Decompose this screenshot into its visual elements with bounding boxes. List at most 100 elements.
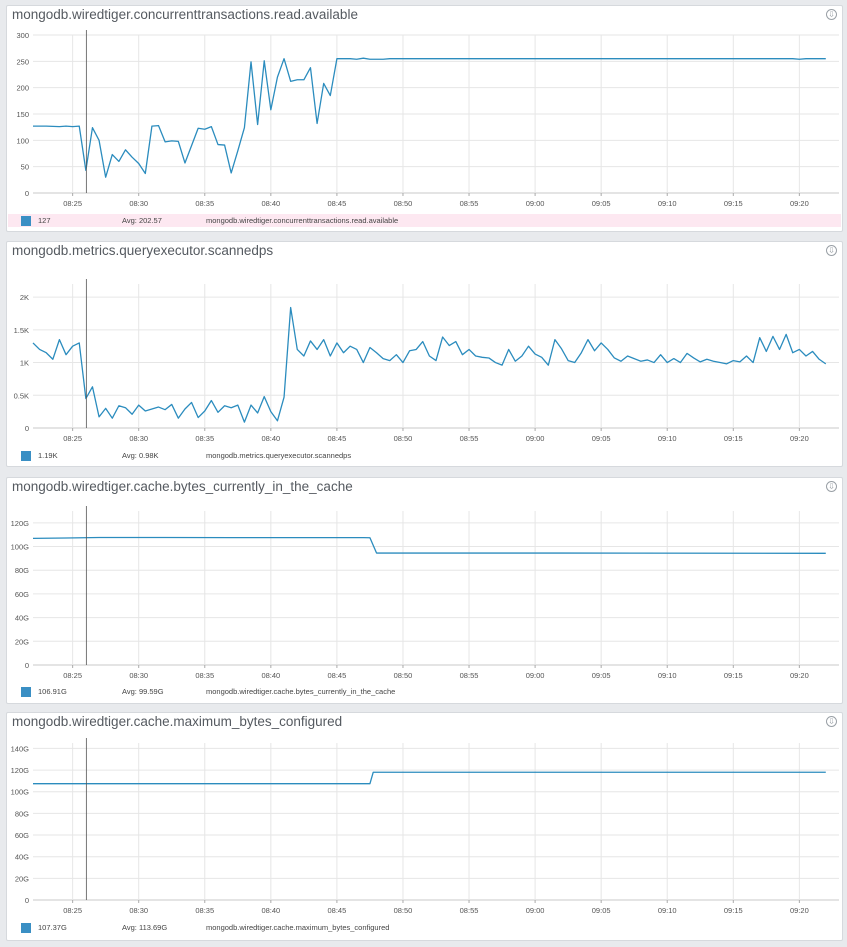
y-tick-label: 40G xyxy=(15,853,29,862)
x-tick-label: 09:05 xyxy=(592,671,611,680)
legend-value: 106.91G xyxy=(38,687,67,696)
y-tick-label: 200 xyxy=(16,84,29,93)
chart-legend[interactable]: 127 Avg: 202.57 mongodb.wiredtiger.concu… xyxy=(8,214,841,227)
legend-swatch xyxy=(21,687,31,697)
legend-value: 107.37G xyxy=(38,923,67,932)
x-tick-label: 08:55 xyxy=(460,199,479,208)
x-tick-label: 08:45 xyxy=(328,434,347,443)
y-tick-label: 120G xyxy=(11,766,30,775)
legend-series-name: mongodb.wiredtiger.cache.bytes_currently… xyxy=(206,687,396,696)
y-tick-label: 50 xyxy=(21,163,29,172)
x-tick-label: 08:40 xyxy=(261,434,280,443)
x-tick-label: 09:10 xyxy=(658,671,677,680)
legend-swatch xyxy=(21,216,31,226)
x-tick-label: 08:40 xyxy=(261,906,280,915)
chart-panel-max-bytes: mongodb.wiredtiger.cache.maximum_bytes_c… xyxy=(6,712,843,941)
legend-avg: Avg: 113.69G xyxy=(122,923,168,932)
series-line xyxy=(33,57,826,178)
chart-title: mongodb.wiredtiger.concurrenttransaction… xyxy=(12,7,358,22)
chart-plot[interactable]: 0 50 100 150 200 250 300 08:25 08:30 08:35 08:40 08… xyxy=(7,6,844,214)
x-tick-label: 08:25 xyxy=(63,906,82,915)
chart-plot[interactable]: 0 0.5K 1K 1.5K 2K 08:25 08:30 08:35 08:40 08:45 08… xyxy=(7,242,844,450)
x-tick-label: 08:25 xyxy=(63,199,82,208)
x-tick-label: 08:35 xyxy=(195,671,214,680)
x-tick-label: 09:20 xyxy=(790,199,809,208)
x-tick-label: 09:15 xyxy=(724,199,743,208)
chart-plot[interactable]: 0 20G 40G 60G 80G 100G 120G 140G 08:25 08:30 08:35… xyxy=(7,713,844,921)
x-tick-label: 08:35 xyxy=(195,199,214,208)
x-tick-label: 08:35 xyxy=(195,434,214,443)
x-tick-label: 08:55 xyxy=(460,906,479,915)
x-tick-label: 08:50 xyxy=(394,199,413,208)
y-tick-label: 0.5K xyxy=(14,391,29,400)
legend-series-name: mongodb.wiredtiger.concurrenttransaction… xyxy=(206,216,399,225)
y-tick-label: 100G xyxy=(11,543,30,552)
legend-avg: Avg: 99.59G xyxy=(122,687,164,696)
download-icon[interactable]: ⇩ xyxy=(826,716,837,727)
x-tick-label: 08:50 xyxy=(394,906,413,915)
y-tick-label: 60G xyxy=(15,831,29,840)
y-tick-label: 0 xyxy=(25,896,29,905)
chart-panel-scannedps: mongodb.metrics.queryexecutor.scannedps … xyxy=(6,241,843,467)
chart-panel-bytes-in-cache: mongodb.wiredtiger.cache.bytes_currently… xyxy=(6,477,843,704)
x-tick-label: 08:40 xyxy=(261,199,280,208)
x-tick-label: 08:50 xyxy=(394,671,413,680)
chart-title: mongodb.metrics.queryexecutor.scannedps xyxy=(12,243,274,258)
download-icon[interactable]: ⇩ xyxy=(826,245,837,256)
x-tick-label: 09:00 xyxy=(526,671,545,680)
x-tick-label: 08:25 xyxy=(63,671,82,680)
x-tick-label: 08:45 xyxy=(328,906,347,915)
y-tick-label: 80G xyxy=(15,566,29,575)
x-tick-label: 09:20 xyxy=(790,906,809,915)
y-tick-label: 140G xyxy=(11,744,30,753)
y-tick-label: 20G xyxy=(15,874,29,883)
x-tick-label: 09:10 xyxy=(658,199,677,208)
legend-series-name: mongodb.wiredtiger.cache.maximum_bytes_c… xyxy=(206,923,390,932)
x-tick-label: 08:30 xyxy=(129,906,148,915)
legend-series-name: mongodb.metrics.queryexecutor.scannedps xyxy=(206,451,352,460)
x-tick-label: 08:35 xyxy=(195,906,214,915)
download-icon[interactable]: ⇩ xyxy=(826,9,837,20)
y-tick-label: 20G xyxy=(15,637,29,646)
x-tick-label: 09:00 xyxy=(526,434,545,443)
legend-value: 1.19K xyxy=(38,451,58,460)
chart-title: mongodb.wiredtiger.cache.maximum_bytes_c… xyxy=(12,714,343,729)
series-line xyxy=(33,771,826,785)
y-tick-label: 100G xyxy=(11,788,30,797)
y-tick-label: 40G xyxy=(15,614,29,623)
x-tick-label: 09:15 xyxy=(724,434,743,443)
x-tick-label: 09:15 xyxy=(724,671,743,680)
x-tick-label: 08:30 xyxy=(129,199,148,208)
y-tick-label: 0 xyxy=(25,661,29,670)
chart-legend[interactable]: 107.37G Avg: 113.69G mongodb.wiredtiger.… xyxy=(8,921,841,934)
chart-panel-read-available: mongodb.wiredtiger.concurrenttransaction… xyxy=(6,5,843,232)
y-tick-label: 2K xyxy=(20,293,29,302)
y-tick-label: 250 xyxy=(16,57,29,66)
x-tick-label: 09:15 xyxy=(724,906,743,915)
y-tick-label: 80G xyxy=(15,809,29,818)
y-tick-label: 1K xyxy=(20,359,29,368)
x-tick-label: 08:55 xyxy=(460,671,479,680)
chart-legend[interactable]: 1.19K Avg: 0.98K mongodb.metrics.queryex… xyxy=(8,449,841,462)
x-tick-label: 09:10 xyxy=(658,906,677,915)
y-tick-label: 0 xyxy=(25,424,29,433)
x-tick-label: 09:20 xyxy=(790,671,809,680)
x-tick-label: 08:45 xyxy=(328,199,347,208)
series-line xyxy=(32,306,827,423)
legend-value: 127 xyxy=(38,216,51,225)
x-tick-label: 08:40 xyxy=(261,671,280,680)
download-icon[interactable]: ⇩ xyxy=(826,481,837,492)
x-tick-label: 09:00 xyxy=(526,199,545,208)
x-tick-label: 08:25 xyxy=(63,434,82,443)
legend-swatch xyxy=(21,923,31,933)
y-tick-label: 100 xyxy=(16,136,29,145)
chart-title: mongodb.wiredtiger.cache.bytes_currently… xyxy=(12,479,353,494)
chart-legend[interactable]: 106.91G Avg: 99.59G mongodb.wiredtiger.c… xyxy=(8,685,841,698)
y-tick-label: 300 xyxy=(16,31,29,40)
chart-plot[interactable]: 0 20G 40G 60G 80G 100G 120G 08:25 08:30 08:35 08:4… xyxy=(7,478,844,686)
legend-avg: Avg: 0.98K xyxy=(122,451,159,460)
legend-avg: Avg: 202.57 xyxy=(122,216,162,225)
x-tick-label: 09:10 xyxy=(658,434,677,443)
x-tick-label: 08:50 xyxy=(394,434,413,443)
y-tick-label: 0 xyxy=(25,189,29,198)
